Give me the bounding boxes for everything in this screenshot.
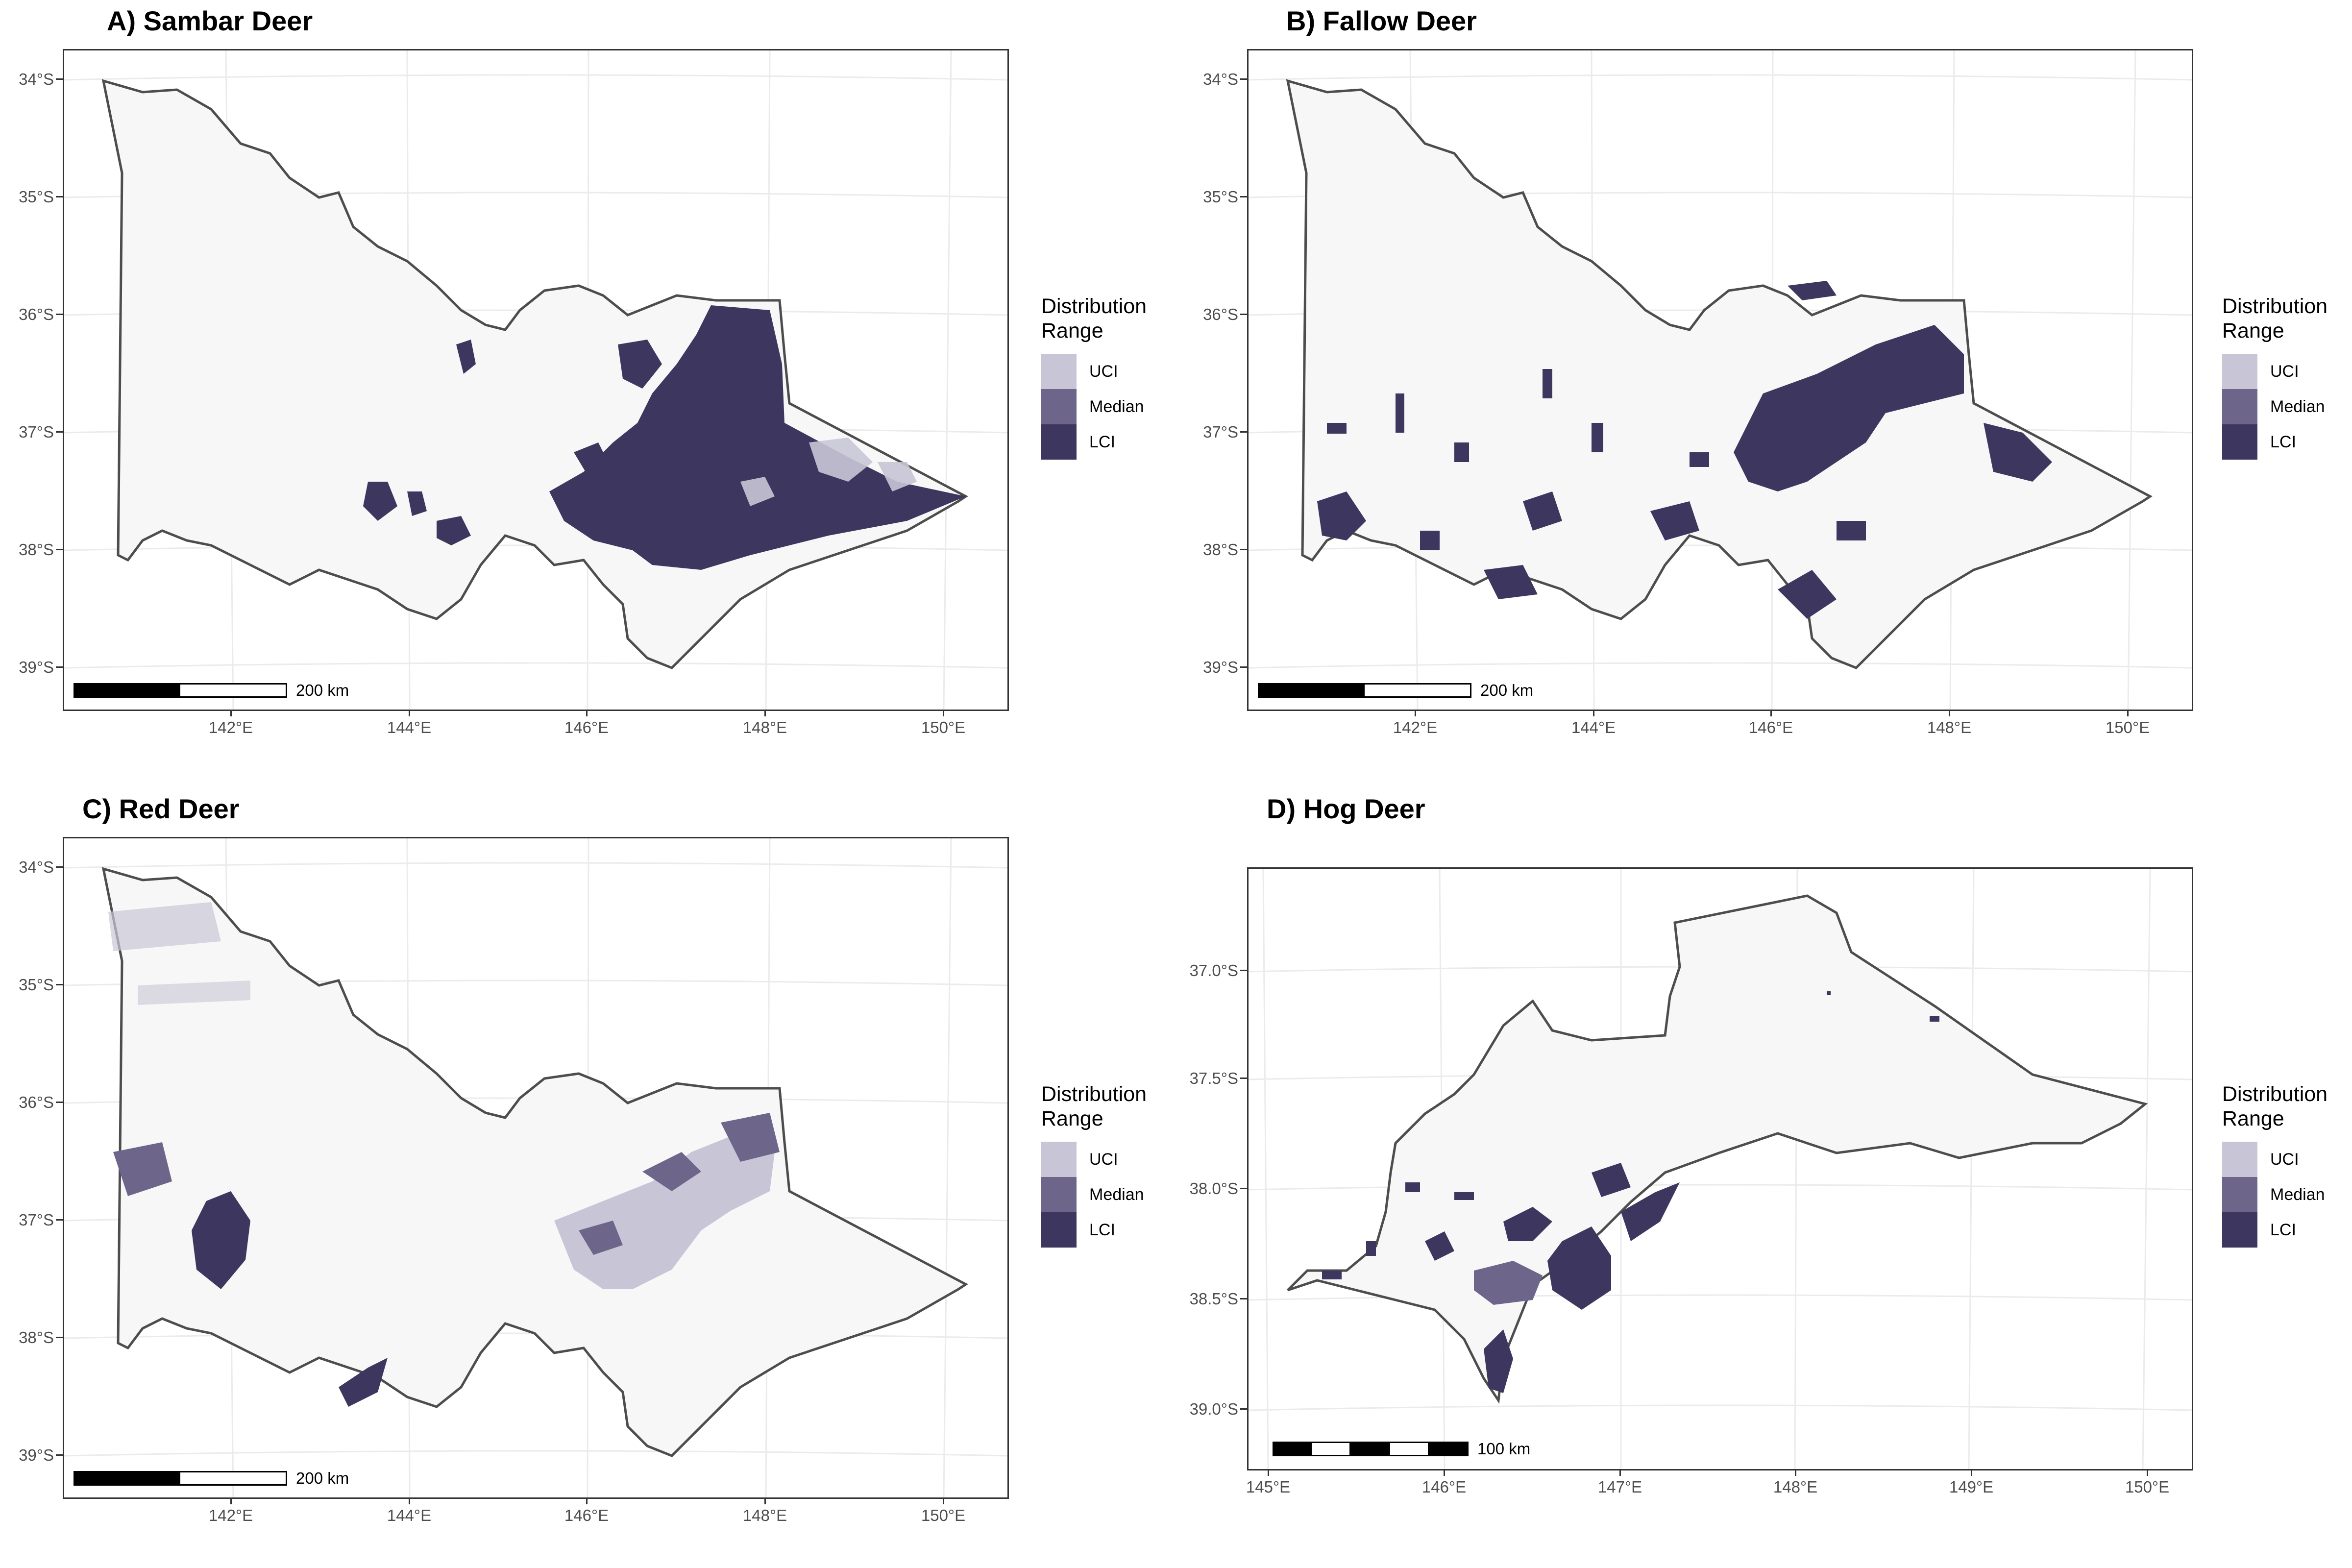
y-tick-label: 38°S [1203, 540, 1238, 559]
legend-item-uci: UCI [2222, 1142, 2328, 1177]
x-tick-label: 148°E [1773, 1478, 1818, 1496]
map-frame [63, 49, 1009, 711]
x-tick-label: 149°E [1949, 1478, 1994, 1496]
y-tick-label: 36°S [19, 1093, 54, 1111]
vic-map-red [64, 838, 1007, 1497]
red-median-patches [113, 1113, 780, 1255]
red-lci-patches [192, 1191, 388, 1407]
y-tick-label: 36°S [19, 305, 54, 323]
x-tick-label: 147°E [1597, 1478, 1642, 1496]
legend-title: Distribution Range [2222, 1082, 2328, 1130]
legend-title: Distribution Range [1041, 1082, 1147, 1130]
map-frame [63, 837, 1009, 1499]
hog-lci-patches [1425, 1163, 1680, 1393]
scale-label: 200 km [296, 1469, 349, 1487]
vic-map-fallow [1249, 50, 2192, 710]
x-tick-label: 142°E [208, 718, 253, 736]
y-tick-label: 39°S [19, 658, 54, 676]
scale-label: 100 km [1477, 1440, 1531, 1458]
x-tick-label: 148°E [742, 1506, 787, 1524]
scale-bar: 200 km [74, 681, 349, 700]
y-tick-label: 37°S [19, 1211, 54, 1229]
scale-label: 200 km [1480, 681, 1534, 699]
x-tick-label: 144°E [387, 718, 432, 736]
fallow-scattered-patches [1327, 369, 1866, 550]
legend-item-uci: UCI [2222, 354, 2328, 389]
legend-item-lci: LCI [1041, 1212, 1147, 1248]
scale-bar: 200 km [74, 1469, 349, 1488]
legend-title: Distribution Range [2222, 294, 2328, 343]
y-tick-label: 39.0°S [1189, 1400, 1238, 1418]
map-frame [1247, 49, 2193, 711]
y-tick-label: 38.0°S [1189, 1179, 1238, 1198]
x-tick-label: 150°E [2105, 718, 2150, 736]
x-tick-label: 148°E [1927, 718, 1972, 736]
panel-title: C) Red Deer [82, 793, 240, 824]
legend-item-uci: UCI [1041, 1142, 1147, 1177]
x-tick-label: 146°E [1421, 1478, 1467, 1496]
legend-item-median: Median [1041, 389, 1147, 424]
legend-panel-b: Distribution Range UCI Median LCI [2222, 294, 2328, 460]
y-tick-label: 36°S [1203, 305, 1238, 323]
x-tick-label: 150°E [2125, 1478, 2170, 1496]
panel-title: A) Sambar Deer [107, 5, 313, 36]
scale-label: 200 km [296, 681, 349, 699]
red-uci-patches [108, 902, 775, 1289]
y-tick-label: 38°S [19, 540, 54, 559]
legend-item-median: Median [1041, 1177, 1147, 1212]
fallow-lci-patches [1317, 281, 2052, 619]
y-tick-label: 35°S [1203, 188, 1238, 206]
x-tick-label: 144°E [1571, 718, 1616, 736]
gippsland-map-hog [1249, 869, 2192, 1469]
y-tick-label: 37°S [1203, 423, 1238, 441]
legend-item-uci: UCI [1041, 354, 1147, 389]
panel-title: B) Fallow Deer [1286, 5, 1477, 36]
x-tick-label: 144°E [387, 1506, 432, 1524]
x-tick-label: 150°E [921, 1506, 966, 1524]
x-tick-label: 142°E [1393, 718, 1438, 736]
y-tick-label: 37.0°S [1189, 961, 1238, 980]
legend-item-lci: LCI [2222, 424, 2328, 460]
vic-map-sambar [64, 50, 1007, 710]
legend-item-median: Median [2222, 389, 2328, 424]
legend-title: Distribution Range [1041, 294, 1147, 343]
y-tick-label: 37°S [19, 423, 54, 441]
hog-scattered-patches [1322, 991, 1939, 1279]
legend-item-lci: LCI [1041, 424, 1147, 460]
y-tick-label: 34°S [19, 858, 54, 876]
x-tick-label: 146°E [564, 1506, 609, 1524]
y-tick-label: 34°S [1203, 70, 1238, 88]
y-tick-label: 35°S [19, 188, 54, 206]
x-tick-label: 142°E [208, 1506, 253, 1524]
x-tick-label: 146°E [564, 718, 609, 736]
scale-bar: 200 km [1258, 681, 1533, 700]
sambar-lci-patches [363, 305, 966, 570]
legend-panel-c: Distribution Range UCI Median LCI [1041, 1082, 1147, 1248]
y-tick-label: 38°S [19, 1328, 54, 1347]
x-tick-label: 150°E [921, 718, 966, 736]
hog-median-patches [1474, 1261, 1543, 1305]
y-tick-label: 35°S [19, 976, 54, 994]
y-tick-label: 38.5°S [1189, 1290, 1238, 1308]
panel-title: D) Hog Deer [1267, 793, 1425, 824]
y-tick-label: 34°S [19, 70, 54, 88]
y-tick-label: 39°S [19, 1446, 54, 1464]
x-tick-label: 145°E [1246, 1478, 1291, 1496]
legend-panel-a: Distribution Range UCI Median LCI [1041, 294, 1147, 460]
legend-panel-d: Distribution Range UCI Median LCI [2222, 1082, 2328, 1248]
sambar-uci-patches [740, 438, 917, 506]
legend-item-median: Median [2222, 1177, 2328, 1212]
y-tick-label: 39°S [1203, 658, 1238, 676]
legend-item-lci: LCI [2222, 1212, 2328, 1248]
y-tick-label: 37.5°S [1189, 1069, 1238, 1087]
x-tick-label: 146°E [1748, 718, 1793, 736]
map-frame [1247, 867, 2193, 1470]
scale-bar: 100 km [1273, 1440, 1530, 1458]
x-tick-label: 148°E [742, 718, 787, 736]
